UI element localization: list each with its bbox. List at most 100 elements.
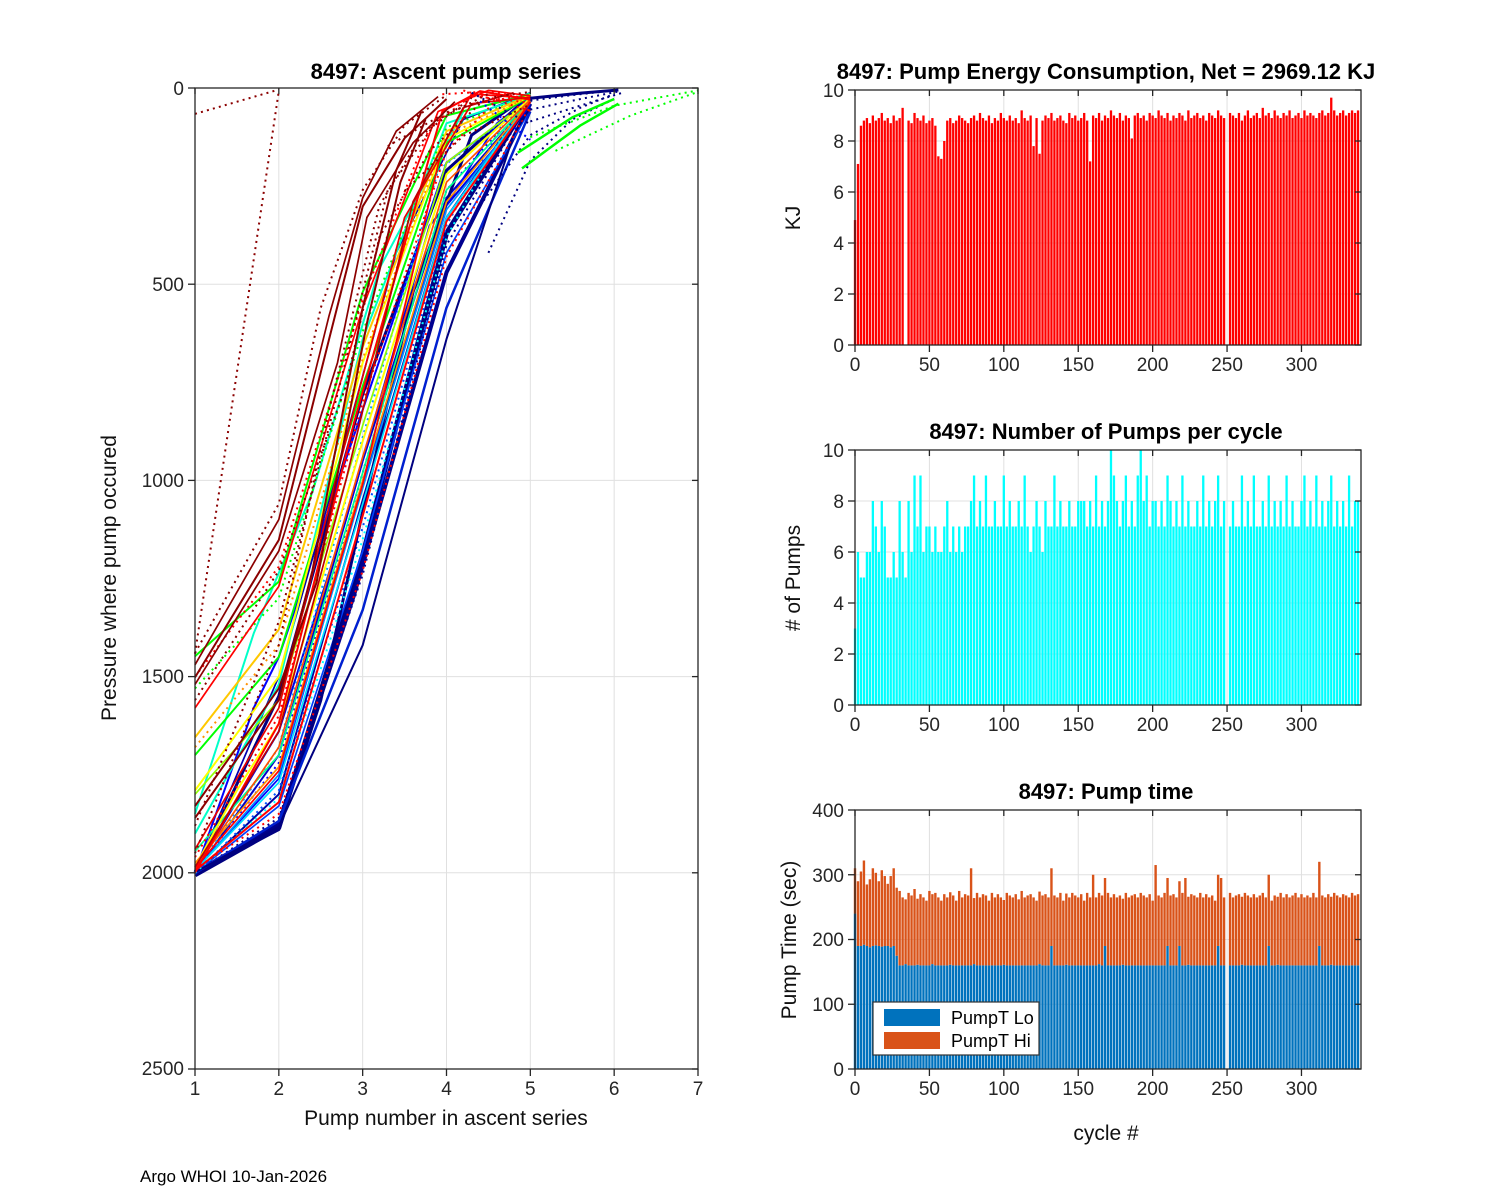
ptime-hi-bar	[1068, 897, 1071, 966]
ptime-hi-bar	[1315, 897, 1318, 966]
legend-swatch-lo	[884, 1009, 940, 1026]
ptime-lo-bar	[1184, 965, 1187, 1069]
energy-bars	[1136, 112, 1139, 345]
ptime-hi-bar	[1234, 895, 1238, 966]
pumps-bars	[958, 526, 961, 705]
ascent-series-line	[194, 102, 531, 872]
ptime-hi-bar	[1071, 892, 1074, 966]
energy-bars	[975, 120, 979, 345]
ptime-hi-bar	[1080, 894, 1083, 966]
pumps-bars	[1077, 501, 1080, 705]
energy-bars	[1216, 110, 1220, 346]
ascent-ytick-label: 0	[173, 79, 184, 100]
pumps-ytick-label: 0	[833, 696, 844, 717]
ptime-hi-bar	[874, 872, 878, 946]
ptime-hi-bar	[934, 892, 937, 966]
pumps-bars	[1166, 475, 1169, 705]
pumps-bars	[1005, 526, 1008, 705]
pumps-bars	[1145, 475, 1148, 705]
energy-bars	[1038, 153, 1041, 345]
energy-xtick-label: 200	[1137, 355, 1169, 376]
ptime-lo-bar	[1222, 965, 1226, 1069]
pumps-bars	[1258, 526, 1261, 705]
pumps-bars	[1142, 501, 1145, 705]
energy-bars	[1103, 115, 1107, 345]
pumps-bars	[1118, 526, 1122, 705]
ptime-lo-bar	[1353, 965, 1357, 1069]
energy-bars	[1160, 115, 1163, 345]
pumps-bars	[961, 552, 964, 705]
ascent-series-line	[487, 98, 615, 254]
energy-bars	[1071, 118, 1074, 345]
pumps-bars	[990, 526, 994, 705]
ptime-lo-bar	[1249, 965, 1253, 1069]
pumps-bars	[1181, 475, 1184, 705]
pumps-xtick-label: 250	[1211, 715, 1243, 736]
ptime-lo-bar	[1115, 965, 1119, 1069]
energy-bars	[1297, 112, 1300, 345]
ptime-hi-bar	[1014, 894, 1017, 966]
energy-bars	[1047, 118, 1050, 345]
pumps-bars	[975, 526, 979, 705]
ptime-lo-bar	[1282, 965, 1285, 1069]
energy-bars	[925, 123, 928, 346]
energy-bars	[1321, 110, 1324, 346]
pumps-bars	[1234, 526, 1238, 705]
ptime-hi-bar	[1353, 895, 1357, 966]
pumps-bars	[1011, 526, 1014, 705]
ascent-series-line	[194, 95, 531, 756]
ptime-lo-bar	[1080, 965, 1083, 1069]
ptime-hi-bar	[987, 900, 991, 966]
ptime-hi-bar	[1005, 892, 1008, 966]
energy-bars	[1356, 110, 1360, 346]
ptime-lo-bar	[1109, 965, 1113, 1069]
energy-bars	[1100, 120, 1104, 345]
ascent-xtick-labels: 1 2 3 4 5 6 7	[190, 1079, 704, 1100]
ascent-series-line	[194, 93, 531, 869]
ptime-hi-bar	[1216, 874, 1220, 946]
energy-bars	[910, 123, 913, 346]
ptime-lo-bar	[868, 947, 872, 1069]
energy-bars	[1008, 115, 1011, 345]
ptime-hi-bar	[1324, 897, 1327, 966]
energy-bars	[1327, 112, 1330, 345]
ptime-hi-bar	[1258, 895, 1261, 966]
energy-bars	[1148, 112, 1151, 345]
ptime-hi-bar	[922, 897, 925, 966]
ascent-series-line	[194, 95, 532, 873]
energy-bars	[1121, 120, 1125, 345]
pumps-bars	[996, 526, 1000, 705]
ptime-hi-bar	[1053, 895, 1056, 966]
energy-bars	[1219, 115, 1223, 345]
ascent-series-line	[194, 98, 531, 795]
ascent-series-line	[194, 101, 532, 872]
pumps-bars	[1228, 526, 1232, 705]
ptime-hi-bar	[1011, 897, 1014, 966]
ptime-lo-bar	[1338, 965, 1342, 1069]
ptime-lo-bar	[1309, 965, 1312, 1069]
pumps-bars	[1199, 526, 1202, 705]
ptime-lo-bar	[1097, 964, 1101, 1069]
ptime-hi-bar	[1178, 881, 1181, 946]
ptime-hi-bar	[1356, 894, 1360, 966]
ptime-lo-bar	[1356, 965, 1360, 1069]
pumps-bars	[1202, 475, 1205, 705]
ptime-hi-bar	[1279, 892, 1282, 966]
energy-bars	[895, 120, 898, 345]
energy-bars	[993, 118, 997, 345]
pumps-bars	[1339, 526, 1342, 705]
ptime-hi-bar	[1145, 897, 1148, 966]
ptime-hi-bar	[1133, 894, 1136, 966]
energy-bars	[889, 123, 892, 346]
energy-xtick-label: 0	[850, 355, 861, 376]
ptime-lo-bar	[1279, 965, 1282, 1069]
energy-bars	[1014, 118, 1017, 345]
ptime-hi-bar	[1312, 892, 1315, 966]
ptime-hi-bar	[1035, 900, 1038, 966]
energy-bars	[1023, 118, 1026, 345]
ptime-hi-bar	[1065, 893, 1068, 965]
ptime-hi-bar	[1100, 895, 1104, 966]
energy-bars	[871, 115, 875, 345]
ptime-lo-bar	[1166, 945, 1169, 1069]
energy-bars	[1088, 161, 1092, 345]
